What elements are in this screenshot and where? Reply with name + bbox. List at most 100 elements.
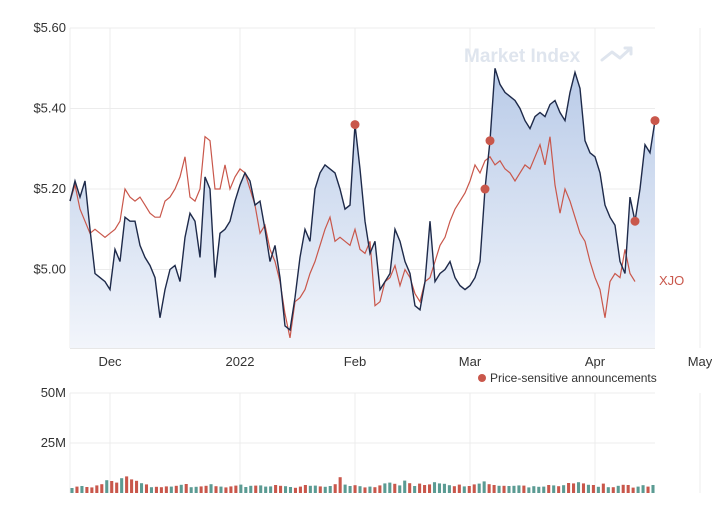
volume-bar [264,486,268,493]
volume-bar [452,486,456,493]
volume-bar [159,487,163,493]
legend-marker-icon [478,374,486,382]
volume-bar [254,485,258,493]
volume-bar [522,485,526,493]
volume-bar [174,485,178,493]
volume-bar [447,485,451,493]
volume-bar [313,485,317,493]
volume-bar [269,486,273,493]
volume-bar [591,485,595,493]
announcement-markers [350,116,660,226]
volume-bar [428,484,432,493]
volume-bar [601,483,605,493]
announcement-marker [485,136,495,146]
volume-bar [105,480,109,493]
volume-bar [547,485,551,493]
volume-bar [259,485,263,493]
y-tick-label: $5.40 [33,101,66,116]
volume-bar [572,483,576,493]
volume-bar [432,482,437,493]
volume-bar [413,486,417,493]
volume-bar [100,484,104,493]
volume-bar [368,486,372,493]
volume-bar [348,486,352,493]
volume-bar [199,486,203,493]
volume-bar [214,486,218,493]
volume-bar [184,484,188,493]
volume-bar [249,485,253,493]
volume-bar [95,485,99,493]
volume-bar [209,484,213,493]
volume-bar [293,487,297,493]
volume-bar [611,487,615,493]
volume-bar [517,485,521,493]
volume-bars [70,476,655,493]
volume-bar [492,485,496,493]
volume-bar [130,479,134,493]
price-area [70,68,655,349]
volume-bar [125,476,129,493]
volume-bar [204,485,208,493]
legend-announcements: Price-sensitive announcements [490,371,657,385]
volume-bar [586,484,590,493]
volume-bar [298,486,302,493]
volume-bar [621,484,625,493]
volume-bar [552,485,556,493]
volume-bar [482,481,486,493]
volume-bar [229,486,233,493]
volume-bar [631,487,635,493]
y-axis-ticks: $5.60 $5.40 $5.20 $5.00 [33,20,66,277]
x-tick-label: Dec [98,354,122,369]
volume-bar [651,485,655,493]
volume-bar [442,483,446,493]
volume-bar [557,486,561,493]
volume-bar [576,482,581,493]
x-tick-label: Mar [459,354,482,369]
volume-bar [641,485,645,493]
volume-bar [115,482,119,493]
x-axis-ticks: Dec 2022 Feb Mar Apr May [98,354,712,369]
volume-bar [318,486,322,493]
announcement-marker [630,216,640,226]
volume-bar [149,487,153,493]
volume-bar [189,487,193,493]
volume-bar [323,486,327,493]
volume-bar [423,485,427,493]
volume-bar [144,484,149,493]
volume-bar [353,485,357,493]
volume-bar [537,486,541,493]
volume-bar [418,483,422,493]
x-tick-label: 2022 [226,354,255,369]
volume-bar [169,486,173,493]
volume-bar [403,480,407,493]
volume-bar [606,487,610,493]
volume-bar [646,486,650,493]
announcement-marker [350,120,360,130]
volume-bar [110,481,114,493]
volume-bar [288,487,293,493]
xjo-series-label: XJO [659,273,684,288]
volume-bar [626,485,630,493]
volume-bar [502,485,506,493]
price-line [69,68,656,332]
volume-bar [388,482,392,493]
volume-bar [467,486,471,493]
volume-bar [487,484,491,493]
watermark-text: Market Index [464,46,581,67]
volume-bar [512,485,516,493]
volume-bar [338,477,342,493]
volume-bar [343,484,347,493]
volume-bar [393,483,397,493]
x-tick-label: May [688,354,712,369]
y-tick-label: $5.00 [33,262,66,277]
volume-bar [437,483,442,493]
volume-tick-label: 50M [41,385,66,400]
volume-bar [279,485,283,493]
volume-bar [596,486,600,493]
x-tick-label: Feb [344,354,366,369]
volume-bar [70,488,74,493]
volume-bar [75,486,79,493]
volume-bar [457,484,461,493]
volume-tick-label: 25M [41,435,66,450]
